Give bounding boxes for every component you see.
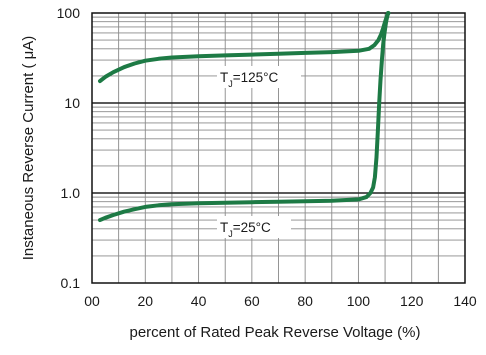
annotation-tj-25-sub: J xyxy=(228,229,233,239)
annotation-tj-125: TJ=125°C xyxy=(217,66,301,89)
annotation-tj-25-bg xyxy=(217,216,291,238)
y-tick-label: 10 xyxy=(64,95,80,111)
x-tick-label: 20 xyxy=(137,293,153,309)
series-line-tj-125 xyxy=(98,11,391,84)
x-tick-label: 120 xyxy=(400,293,424,309)
x-tick-label: 100 xyxy=(347,293,371,309)
annotation-tj-125-sub: J xyxy=(228,79,233,89)
y-axis-title: Instaneous Reverse Current ( μA) xyxy=(20,36,37,261)
annotation-tj-25-label: TJ=25°C xyxy=(220,220,271,239)
x-tick-label: 00 xyxy=(84,293,100,309)
x-tick-label: 60 xyxy=(244,293,260,309)
plot-frame xyxy=(91,12,466,284)
series-layer xyxy=(98,11,391,223)
x-tick-label: 140 xyxy=(453,293,477,309)
y-tick-label: 100 xyxy=(57,5,81,21)
x-axis-title: percent of Rated Peak Reverse Voltage (%… xyxy=(130,324,421,341)
x-tick-label: 40 xyxy=(191,293,207,309)
annotation-tj-25: TJ=25°C xyxy=(217,216,291,239)
annotation-tj-125-label: TJ=125°C xyxy=(220,70,279,89)
x-tick-label: 80 xyxy=(297,293,313,309)
y-tick-label: 1.0 xyxy=(61,185,81,201)
annotation-layer: TJ=125°C TJ=25°C xyxy=(217,66,301,239)
annotation-tj-125-bg xyxy=(217,66,301,88)
series-line-tj-25 xyxy=(98,11,390,223)
x-tick-labels: 00 20 40 60 80 100 120 140 xyxy=(84,293,477,309)
grid xyxy=(92,13,465,283)
y-tick-label: 0.1 xyxy=(61,275,81,291)
y-tick-labels: 0.1 1.0 10 100 xyxy=(57,5,81,291)
